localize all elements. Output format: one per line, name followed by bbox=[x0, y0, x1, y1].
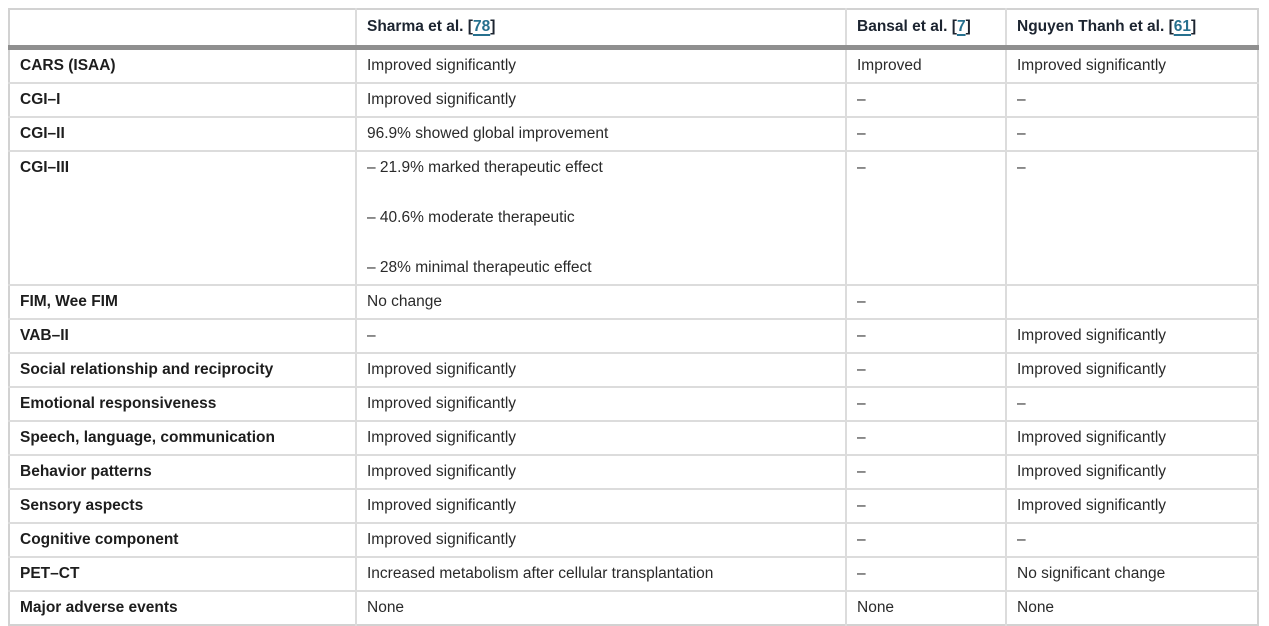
cell-nguyen: Improved significantly bbox=[1005, 351, 1258, 387]
table-row-cgi-1: CGI–I Improved significantly – – bbox=[9, 81, 1258, 117]
cell-paragraph: – 21.9% marked therapeutic effect bbox=[367, 158, 603, 176]
cell-bansal: – bbox=[845, 453, 1006, 489]
cell-sharma: Improved significantly bbox=[355, 385, 846, 421]
cell-sharma: – bbox=[355, 317, 846, 353]
cell-sharma: Improved significantly bbox=[355, 419, 846, 455]
cell-sharma: Improved significantly bbox=[355, 47, 846, 83]
row-label: Emotional responsiveness bbox=[9, 385, 356, 421]
study-outcomes-table: Sharma et al. [78] Bansal et al. [7] Ngu… bbox=[8, 8, 1259, 626]
row-label: Cognitive component bbox=[9, 521, 356, 557]
cell-bansal: Improved bbox=[845, 47, 1006, 83]
header-sharma: Sharma et al. [78] bbox=[355, 9, 846, 51]
cell-nguyen: Improved significantly bbox=[1005, 317, 1258, 353]
header-text: ] bbox=[965, 18, 971, 35]
row-label: Social relationship and reciprocity bbox=[9, 351, 356, 387]
table-row-cgi-2: CGI–II 96.9% showed global improvement –… bbox=[9, 115, 1258, 151]
cell-nguyen: Improved significantly bbox=[1005, 453, 1258, 489]
cell-sharma: Increased metabolism after cellular tran… bbox=[355, 555, 846, 591]
cell-nguyen: No significant change bbox=[1005, 555, 1258, 591]
row-label: PET–CT bbox=[9, 555, 356, 591]
cell-nguyen: Improved significantly bbox=[1005, 419, 1258, 455]
row-label: Major adverse events bbox=[9, 589, 356, 625]
header-text: ] bbox=[490, 18, 496, 35]
cell-bansal: – bbox=[845, 419, 1006, 455]
cell-bansal: – bbox=[845, 149, 1006, 285]
table-row-vab: VAB–II – – Improved significantly bbox=[9, 317, 1258, 353]
cell-sharma: Improved significantly bbox=[355, 81, 846, 117]
row-label: CGI–I bbox=[9, 81, 356, 117]
cell-paragraph: – 40.6% moderate therapeutic bbox=[367, 208, 575, 226]
cell-nguyen: Improved significantly bbox=[1005, 487, 1258, 523]
table-row-speech: Speech, language, communication Improved… bbox=[9, 419, 1258, 455]
cell-bansal: – bbox=[845, 521, 1006, 557]
cell-nguyen bbox=[1005, 283, 1258, 319]
cell-bansal: None bbox=[845, 589, 1006, 625]
cell-bansal: – bbox=[845, 283, 1006, 319]
cell-bansal: – bbox=[845, 351, 1006, 387]
cell-nguyen: – bbox=[1005, 81, 1258, 117]
cell-nguyen: None bbox=[1005, 589, 1258, 625]
table-row-petct: PET–CT Increased metabolism after cellul… bbox=[9, 555, 1258, 591]
cell-nguyen: – bbox=[1005, 149, 1258, 285]
cell-sharma: No change bbox=[355, 283, 846, 319]
row-label: VAB–II bbox=[9, 317, 356, 353]
row-label: CARS (ISAA) bbox=[20, 56, 116, 74]
table-row-cars: CARS (ISAA) Improved significantly Impro… bbox=[9, 47, 1258, 83]
citation-link-78[interactable]: 78 bbox=[472, 18, 491, 35]
header-text: Bansal et al. [ bbox=[857, 18, 957, 35]
cell-sharma: Improved significantly bbox=[355, 453, 846, 489]
table-row-sensory: Sensory aspects Improved significantly –… bbox=[9, 487, 1258, 523]
header-row: Sharma et al. [78] Bansal et al. [7] Ngu… bbox=[9, 9, 1258, 51]
cell-sharma: Improved significantly bbox=[355, 487, 846, 523]
cell-nguyen: – bbox=[1005, 385, 1258, 421]
cell-bansal: – bbox=[845, 81, 1006, 117]
row-label: CGI–II bbox=[9, 115, 356, 151]
citation-link-61[interactable]: 61 bbox=[1173, 18, 1191, 35]
table-row-emotional: Emotional responsiveness Improved signif… bbox=[9, 385, 1258, 421]
cell-sharma: 96.9% showed global improvement bbox=[355, 115, 846, 151]
header-empty-cell bbox=[9, 9, 356, 51]
row-label: CGI–III bbox=[9, 149, 356, 285]
cell-paragraph: – 28% minimal therapeutic effect bbox=[367, 258, 592, 276]
header-nguyen: Nguyen Thanh et al. [61] bbox=[1005, 9, 1258, 51]
cell-sharma: Improved significantly bbox=[355, 351, 846, 387]
table-row-cognitive: Cognitive component Improved significant… bbox=[9, 521, 1258, 557]
cell-nguyen: – bbox=[1005, 521, 1258, 557]
row-label: FIM, Wee FIM bbox=[9, 283, 356, 319]
citation-link-7[interactable]: 7 bbox=[956, 18, 966, 35]
row-label: Speech, language, communication bbox=[9, 419, 356, 455]
cell-nguyen: Improved significantly bbox=[1005, 47, 1258, 83]
table-row-cgi-3: CGI–III – 21.9% marked therapeutic effec… bbox=[9, 149, 1258, 285]
cell-nguyen: – bbox=[1005, 115, 1258, 151]
cell-sharma: Improved significantly bbox=[355, 521, 846, 557]
header-text: Sharma et al. [ bbox=[367, 18, 473, 35]
header-bansal: Bansal et al. [7] bbox=[845, 9, 1006, 51]
comparison-table-container: Sharma et al. [78] Bansal et al. [7] Ngu… bbox=[8, 8, 1259, 626]
cell-bansal: – bbox=[845, 317, 1006, 353]
row-label: Behavior patterns bbox=[9, 453, 356, 489]
cell-bansal: – bbox=[845, 487, 1006, 523]
row-label: Sensory aspects bbox=[9, 487, 356, 523]
table-row-fim: FIM, Wee FIM No change – bbox=[9, 283, 1258, 319]
table-row-social: Social relationship and reciprocity Impr… bbox=[9, 351, 1258, 387]
cell-bansal: – bbox=[845, 115, 1006, 151]
table-row-adverse-events: Major adverse events None None None bbox=[9, 589, 1258, 625]
cell-bansal: – bbox=[845, 385, 1006, 421]
cell-sharma: None bbox=[355, 589, 846, 625]
header-text: Nguyen Thanh et al. [ bbox=[1017, 18, 1174, 35]
cell-bansal: – bbox=[845, 555, 1006, 591]
table-row-behavior: Behavior patterns Improved significantly… bbox=[9, 453, 1258, 489]
cell-sharma: – 21.9% marked therapeutic effect – 40.6%… bbox=[355, 149, 846, 285]
header-text: ] bbox=[1190, 18, 1197, 35]
